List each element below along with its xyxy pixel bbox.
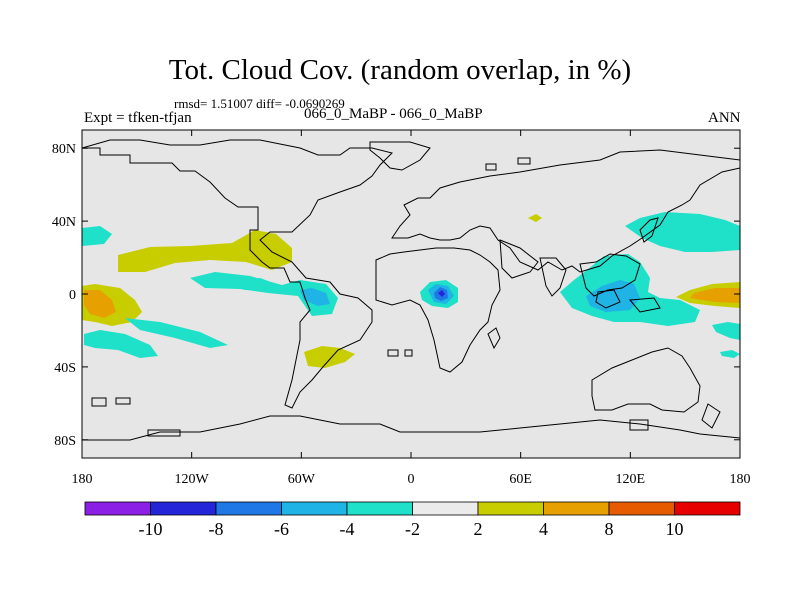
y-tick-label: 40N (52, 215, 76, 230)
coastline-island-south-georgia (147, 429, 181, 437)
coastline-arabia (499, 239, 539, 279)
colorbar-swatch (84, 501, 151, 516)
coastline-new-zealand (701, 403, 721, 429)
strong-positive-anomaly-east-pacific (690, 288, 740, 303)
coastline-island-north-atlantic (485, 163, 497, 171)
x-tick-label: 120E (616, 472, 646, 487)
coastline-southeast-asia (579, 253, 641, 297)
negative-anomaly-south-pacific-band (125, 318, 228, 348)
colorbar-swatch (281, 501, 348, 516)
colorbar-label: 2 (474, 519, 483, 539)
x-tick-label: 180 (730, 472, 751, 487)
coastline-island-falklands (91, 397, 107, 407)
x-tick-label: 60E (509, 472, 532, 487)
chart-title: Tot. Cloud Cov. (random overlap, in %) (168, 54, 632, 86)
colorbar-label: -10 (139, 519, 163, 539)
x-tick-label: 0 (408, 472, 415, 487)
axis-ticks: 180 120W 60W 0 60E 120E 180 80N 40N 0 40S 80S (52, 130, 751, 487)
colorbar-swatch (543, 501, 610, 516)
colorbar-label: 8 (605, 519, 614, 539)
colorbar-label: -6 (274, 519, 289, 539)
colorbar-swatch (674, 501, 741, 516)
coastline-island-mid-atlantic (404, 349, 413, 357)
x-tick-label: 60W (288, 472, 316, 487)
coastline-japan (639, 217, 659, 243)
moderate-negative-anomaly-south-america (300, 288, 330, 306)
coastline-africa (375, 247, 501, 373)
positive-anomaly-south-america (304, 346, 355, 368)
colorbar-label: 10 (666, 519, 684, 539)
positive-anomaly-north-pacific (118, 230, 292, 272)
coastline-new-guinea (629, 297, 661, 313)
y-tick-label: 40S (54, 361, 76, 376)
coastline-australia (591, 347, 701, 413)
colorbar-swatch (412, 501, 479, 516)
colorbar: -10 -8 -6 -4 -2 2 4 8 10 (84, 501, 741, 539)
coastline-antarctica (82, 415, 740, 441)
coastline-island-arctic (517, 157, 531, 165)
negative-anomaly-atlantic (240, 278, 276, 290)
colorbar-swatch (477, 501, 544, 516)
colorbar-swatch (215, 501, 282, 516)
coastline-island-indian-ocean (629, 419, 649, 431)
colorbar-label: -8 (209, 519, 224, 539)
x-tick-label: 120W (175, 472, 210, 487)
positive-anomaly-asia (528, 214, 542, 222)
negative-anomaly-north-pacific-west (82, 226, 112, 246)
coastlines (82, 139, 740, 441)
colorbar-swatch (608, 501, 675, 516)
negative-anomaly-north-pacific-east (625, 212, 740, 252)
y-tick-label: 80N (52, 142, 76, 157)
experiment-label: Expt = tfken-tfjan (84, 110, 192, 126)
coastline-india (539, 257, 567, 297)
colorbar-label: 4 (539, 519, 548, 539)
colorbar-label: -4 (340, 519, 355, 539)
coastline-island-south-pacific (115, 397, 131, 405)
x-tick-label: 180 (72, 472, 93, 487)
rmsd-diff-label: rmsd= 1.51007 diff= -0.0690269 (174, 96, 345, 111)
y-tick-label: 0 (69, 288, 76, 303)
colorbar-label: -2 (405, 519, 420, 539)
coastline-eurasia (391, 149, 740, 273)
negative-anomaly-south-pacific-east (720, 350, 740, 358)
peak-negative-anomaly-africa (438, 290, 445, 297)
coastline-madagascar (487, 327, 501, 350)
y-tick-label: 80S (54, 434, 76, 449)
coastline-americas (82, 139, 393, 409)
colorbar-swatch (346, 501, 413, 516)
strong-positive-anomaly-west-pacific (84, 290, 116, 318)
negative-anomaly-southeast-pacific (712, 322, 740, 340)
negative-anomaly-tropical-americas (190, 272, 338, 316)
negative-anomaly-south-pacific (84, 330, 158, 358)
colorbar-swatch (150, 501, 217, 516)
coastline-borneo (595, 289, 621, 309)
coastline-greenland (369, 141, 431, 171)
anomaly-contours (82, 212, 740, 368)
coastline-island-kerguelen (387, 349, 399, 357)
season-label: ANN (708, 110, 741, 126)
comparison-label: 066_0_MaBP - 066_0_MaBP (304, 106, 483, 122)
